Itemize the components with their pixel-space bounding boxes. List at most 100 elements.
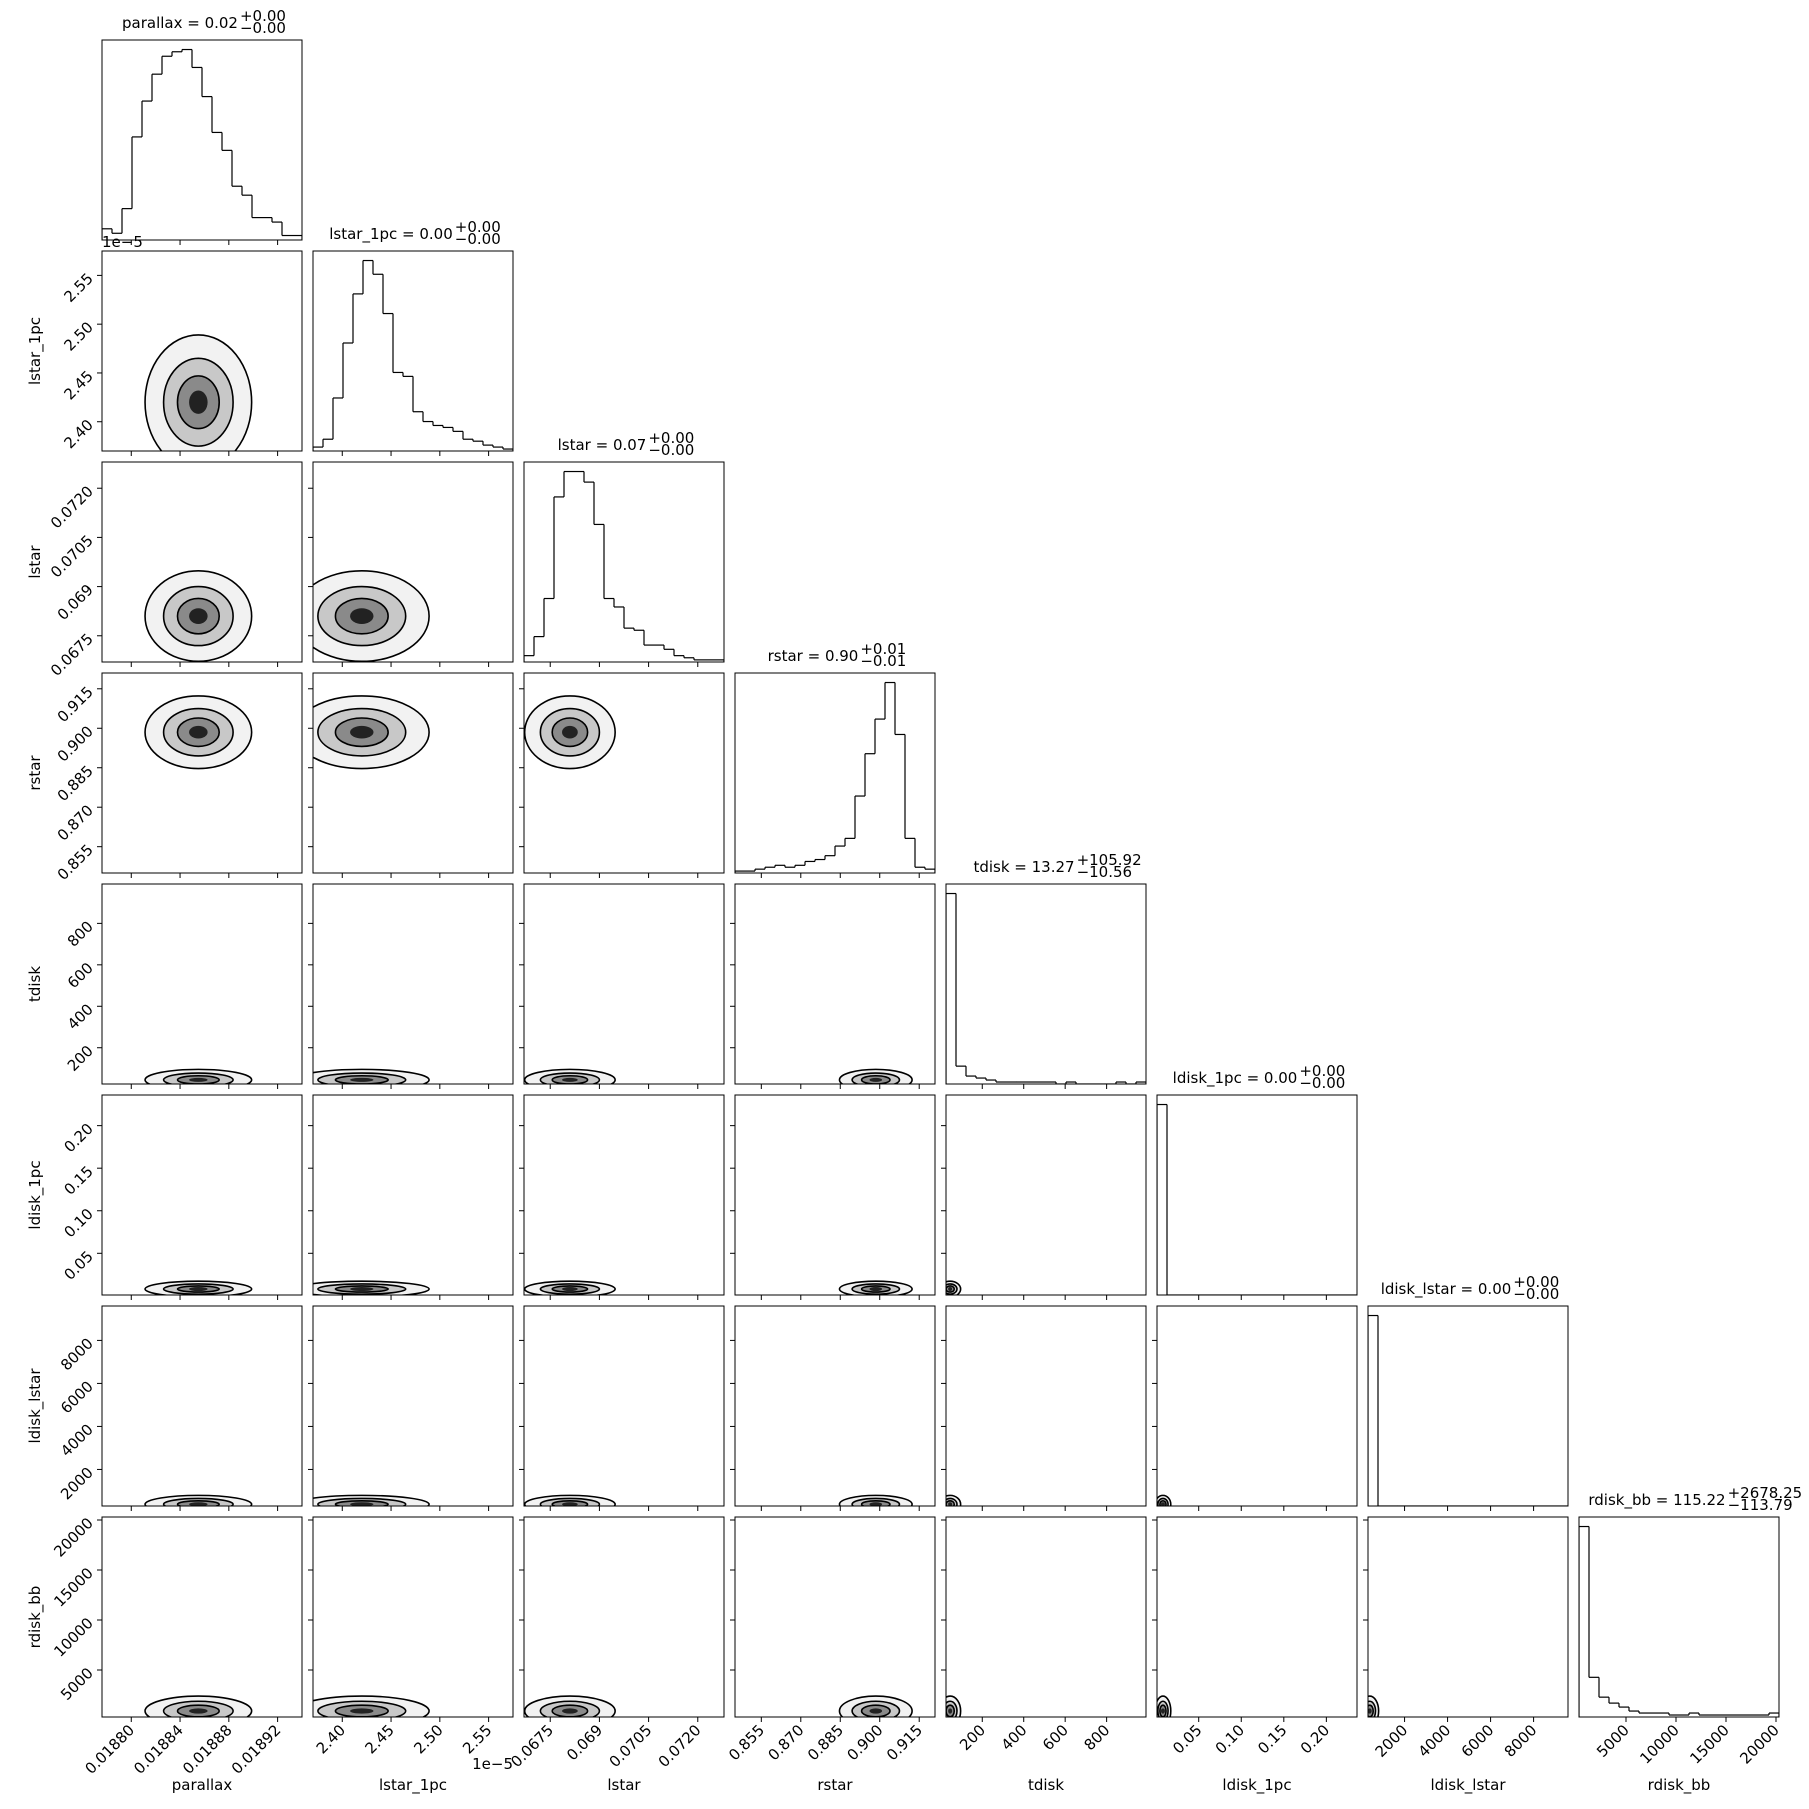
y-tick-label: 20000 xyxy=(50,1514,96,1560)
panel-frame xyxy=(734,883,936,1085)
panel-frame xyxy=(101,461,303,663)
panel xyxy=(524,1695,616,1717)
title-upper: +0.00 xyxy=(1513,1273,1559,1291)
panel xyxy=(524,470,724,662)
panel xyxy=(838,1695,913,1717)
density-contour xyxy=(562,725,578,739)
y-tick-label: 2.45 xyxy=(60,367,96,403)
panel-title: ldisk_1pc = 0.00 xyxy=(1173,1069,1298,1088)
panel-frame xyxy=(1367,1305,1569,1507)
x-tick-label: 0.915 xyxy=(883,1721,926,1764)
x-tick-label: 2.55 xyxy=(459,1721,495,1757)
title-lower: −0.00 xyxy=(1513,1285,1559,1303)
x-axis-label: rdisk_bb xyxy=(1648,1776,1711,1795)
x-tick-label: 0.855 xyxy=(725,1721,768,1764)
density-contour xyxy=(948,1502,953,1506)
x-axis-label: parallax xyxy=(172,1776,233,1794)
panel-frame xyxy=(101,250,303,452)
x-tick-label: 600 xyxy=(1039,1721,1072,1754)
panel xyxy=(1579,1525,1779,1717)
density-contour xyxy=(1160,1502,1165,1506)
panel xyxy=(313,695,430,770)
y-axis-label: rstar xyxy=(26,755,44,791)
y-tick-label: 0.0720 xyxy=(47,482,97,532)
x-axis-label: rstar xyxy=(817,1776,853,1794)
panel xyxy=(1157,1494,1172,1506)
y-tick-label: 0.069 xyxy=(54,581,97,624)
x-axis-label: ldisk_1pc xyxy=(1222,1776,1291,1795)
title-upper: +0.00 xyxy=(240,7,286,25)
x-tick-label: 8000 xyxy=(1501,1721,1541,1761)
x-axis-label: lstar_1pc xyxy=(379,1776,447,1795)
panel xyxy=(946,892,1146,1084)
y-tick-label: 5000 xyxy=(57,1664,97,1704)
panel-frame xyxy=(1578,1516,1780,1718)
panel xyxy=(144,695,253,770)
density-contour xyxy=(948,1708,953,1714)
y-axis-label: lstar xyxy=(26,545,44,579)
panel-frame xyxy=(1156,1094,1358,1296)
y-tick-label: 0.885 xyxy=(54,762,97,805)
y-tick-label: 0.915 xyxy=(54,683,97,726)
y-axis-label: ldisk_1pc xyxy=(26,1160,45,1229)
panel-frame xyxy=(945,1516,1147,1718)
density-contour xyxy=(869,1502,883,1506)
x-tick-label: 0.10 xyxy=(1212,1721,1248,1757)
panel xyxy=(144,1695,253,1717)
panel xyxy=(144,1280,253,1295)
panel-frame xyxy=(101,883,303,1085)
title-lower: −0.00 xyxy=(455,230,501,248)
density-contour xyxy=(869,1708,883,1714)
panel xyxy=(735,681,935,873)
panel-title: lstar = 0.07 xyxy=(558,436,647,454)
title-lower: −0.00 xyxy=(648,441,694,459)
x-tick-label: 0.870 xyxy=(765,1721,808,1764)
panel xyxy=(524,695,616,770)
panel-frame xyxy=(101,1094,303,1296)
density-contour xyxy=(189,1077,208,1082)
y-tick-label: 6000 xyxy=(57,1378,97,1418)
panel-frame xyxy=(312,672,514,874)
panel xyxy=(144,570,253,662)
title-lower: −0.00 xyxy=(1299,1074,1345,1092)
panel xyxy=(144,334,253,451)
panel-title: lstar_1pc = 0.00 xyxy=(329,225,453,244)
panel xyxy=(1157,1103,1357,1295)
title-lower: −0.01 xyxy=(860,652,906,670)
density-contour xyxy=(350,1708,374,1714)
density-contour xyxy=(562,1077,578,1082)
y-tick-label: 2.40 xyxy=(60,416,96,452)
panel-frame xyxy=(1156,1305,1358,1507)
panel xyxy=(838,1068,913,1084)
y-tick-label: 400 xyxy=(64,1000,97,1033)
y-offset-text: 1e−5 xyxy=(102,233,143,251)
panel-frame xyxy=(734,672,936,874)
panel-frame xyxy=(312,461,514,663)
x-offset-text: 1e−5 xyxy=(472,1755,513,1773)
x-tick-label: 0.20 xyxy=(1297,1721,1333,1757)
panel-frame xyxy=(101,39,303,241)
x-tick-label: 4000 xyxy=(1415,1721,1455,1761)
panel-frame xyxy=(523,1094,725,1296)
x-tick-label: 0.069 xyxy=(563,1721,606,1764)
x-axis-label: ldisk_lstar xyxy=(1430,1776,1506,1795)
density-contour xyxy=(562,1502,578,1506)
y-tick-label: 0.900 xyxy=(54,722,97,765)
panel-frame xyxy=(523,1305,725,1507)
density-contour xyxy=(189,1708,208,1714)
panel xyxy=(524,1494,616,1506)
panel xyxy=(313,1068,430,1084)
x-tick-label: 2.50 xyxy=(410,1721,446,1757)
density-contour xyxy=(189,608,208,624)
y-axis-label: ldisk_lstar xyxy=(26,1368,45,1444)
x-tick-label: 0.885 xyxy=(804,1721,847,1764)
panel-title: rstar = 0.90 xyxy=(768,647,859,665)
panel xyxy=(313,570,430,662)
x-tick-label: 15000 xyxy=(1686,1721,1732,1767)
panel xyxy=(313,1280,430,1295)
panel-title: tdisk = 13.27 xyxy=(973,858,1074,876)
title-upper: +0.01 xyxy=(860,640,906,658)
panel-frame xyxy=(101,1305,303,1507)
y-tick-label: 15000 xyxy=(50,1564,96,1610)
panel-frame xyxy=(1367,1516,1569,1718)
